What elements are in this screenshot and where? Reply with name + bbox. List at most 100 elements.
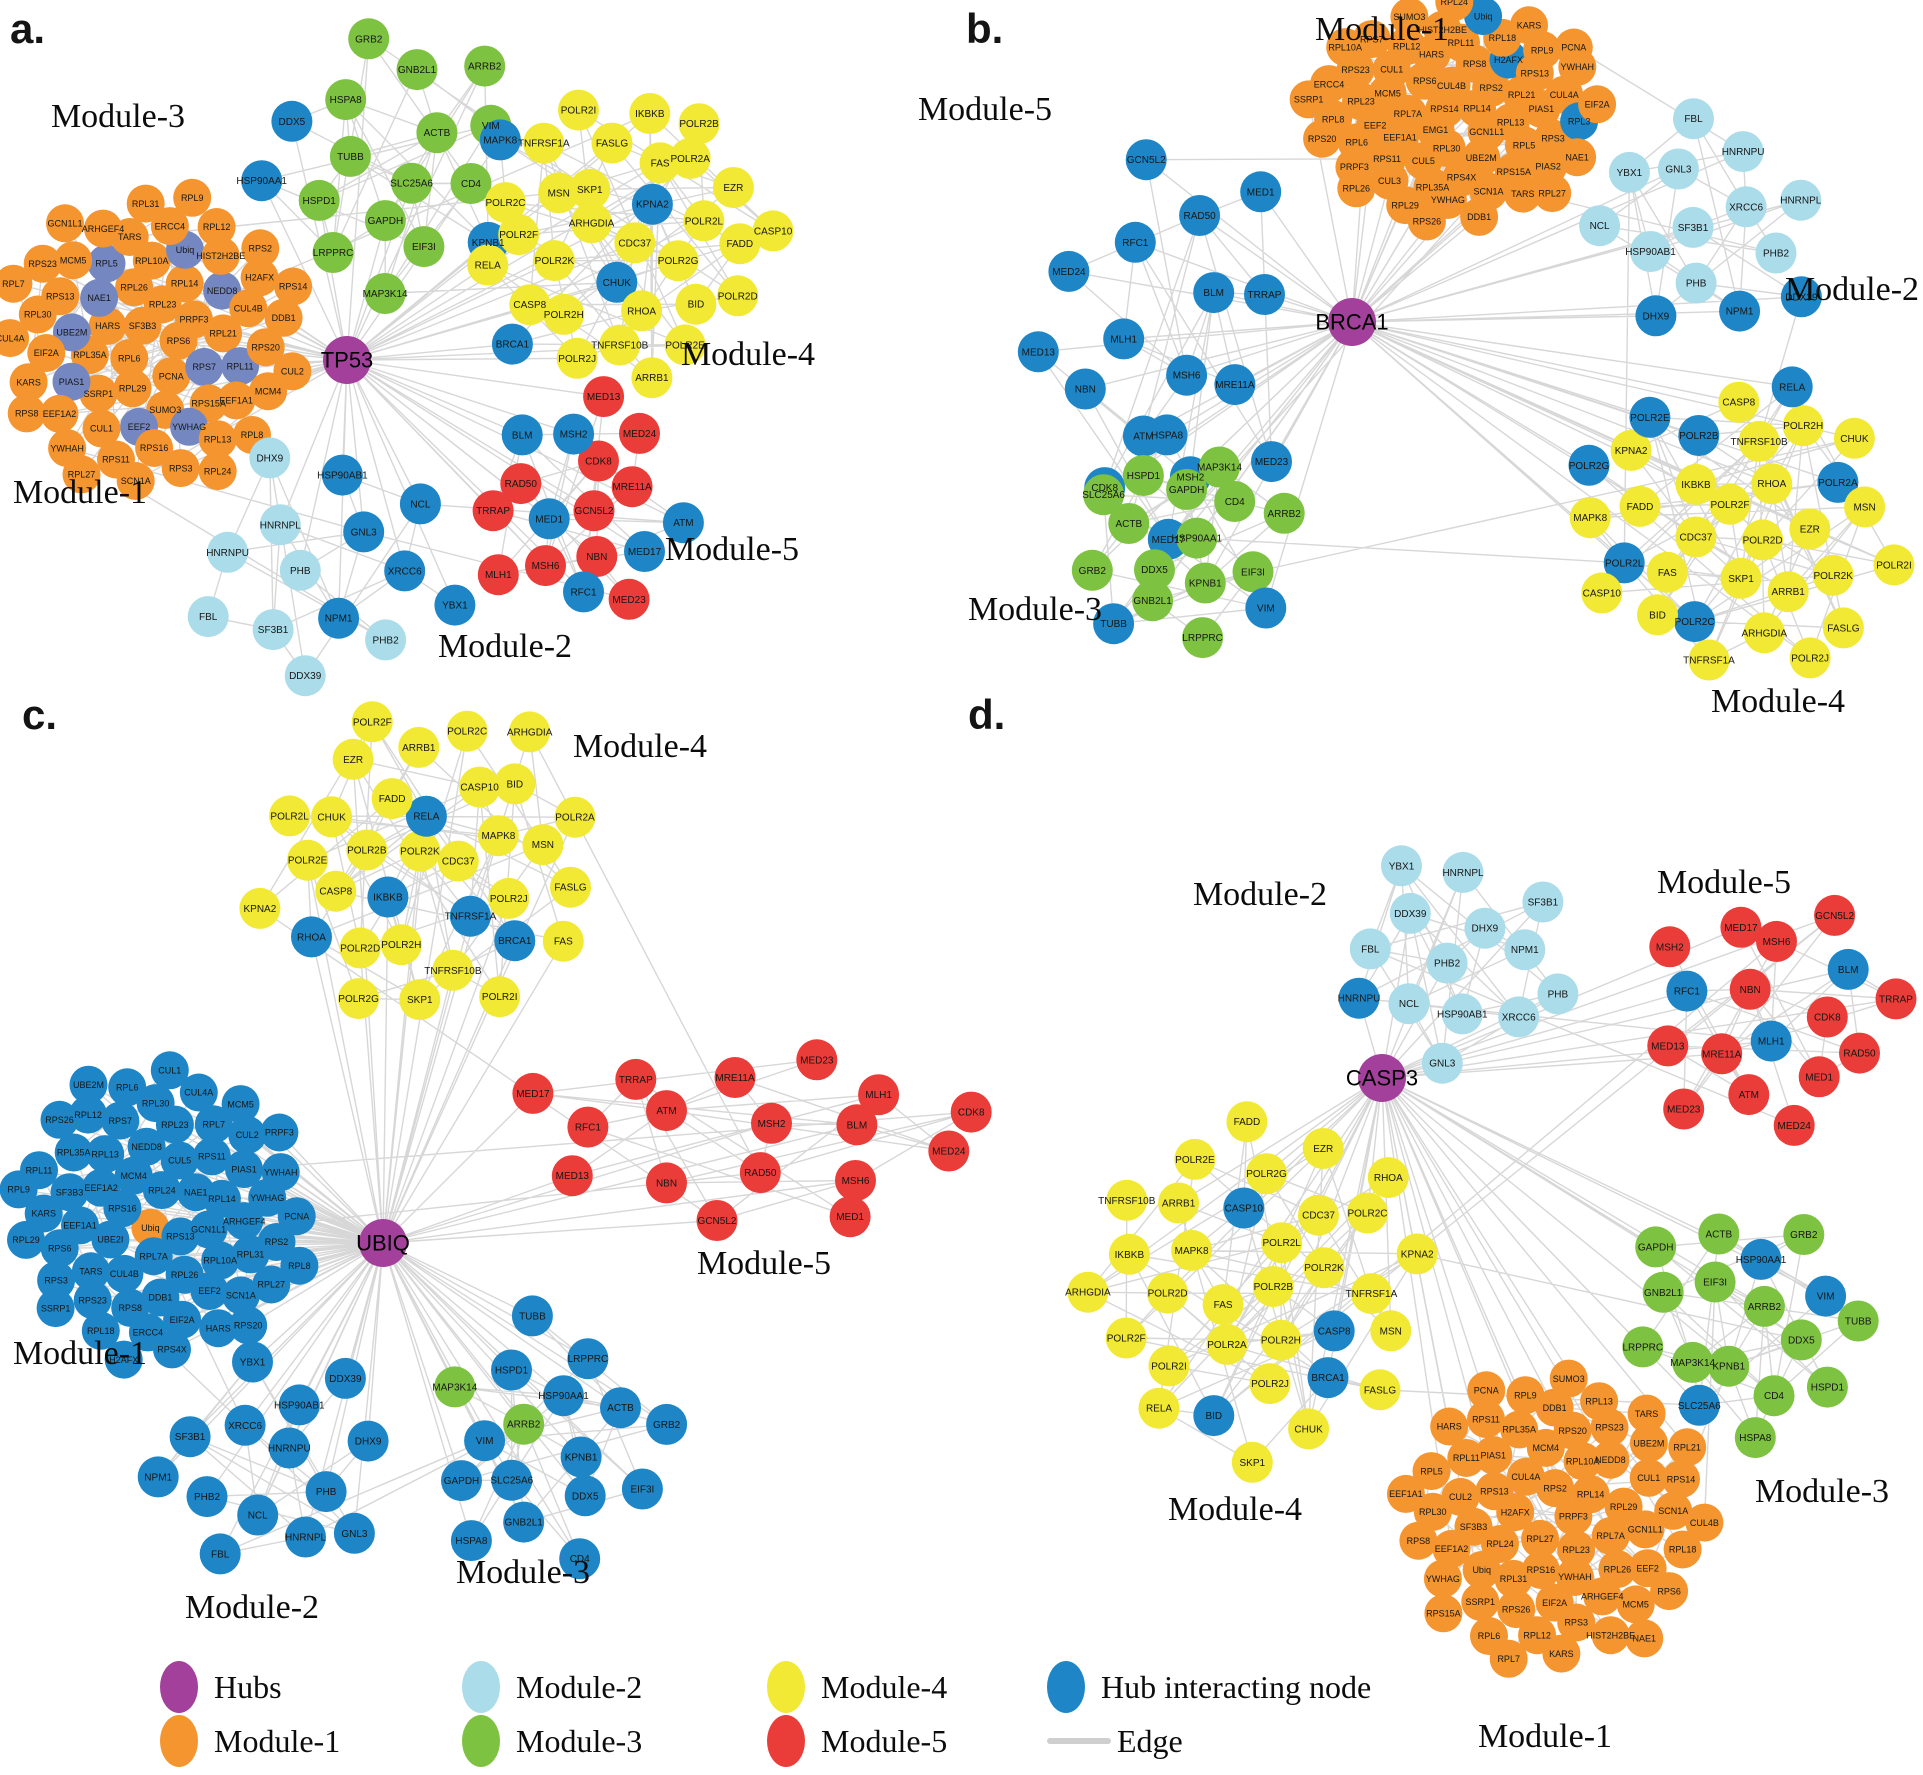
node-CDK8[interactable]: [1806, 996, 1848, 1038]
node-BLM[interactable]: [501, 414, 543, 456]
node-ARHGDIA[interactable]: [1743, 612, 1785, 654]
node-RPS11[interactable]: [192, 1137, 231, 1176]
node-DDX39[interactable]: [284, 655, 326, 697]
node-PHB[interactable]: [1537, 973, 1579, 1015]
node-GNL3[interactable]: [1657, 148, 1699, 190]
node-HIST2H2BE[interactable]: [201, 236, 240, 275]
node-RPL29[interactable]: [7, 1220, 45, 1259]
node-CASP10[interactable]: [1581, 572, 1623, 614]
node-BLM[interactable]: [1827, 948, 1869, 990]
node-ARRB2[interactable]: [464, 45, 506, 87]
node-DDX39[interactable]: [324, 1357, 366, 1399]
node-KPNB1[interactable]: [560, 1436, 602, 1478]
node-VIM[interactable]: [1805, 1275, 1847, 1317]
node-GAPDH[interactable]: [1166, 469, 1208, 510]
node-NEDD8[interactable]: [127, 1127, 166, 1166]
node-HSP90AB1[interactable]: [1441, 993, 1483, 1035]
node-FBL[interactable]: [187, 596, 229, 638]
node-POLR2H[interactable]: [1260, 1319, 1302, 1361]
node-RPL11[interactable]: [1447, 1439, 1486, 1477]
node-SF3B3[interactable]: [50, 1173, 89, 1212]
node-RPL6[interactable]: [110, 339, 149, 378]
node-EEF1A2[interactable]: [82, 1168, 121, 1207]
node-IKBKB[interactable]: [1108, 1233, 1150, 1275]
node-FBL[interactable]: [199, 1533, 241, 1575]
node-FASLG[interactable]: [1359, 1369, 1401, 1411]
node-RPS2[interactable]: [257, 1223, 296, 1261]
node-MED23[interactable]: [796, 1039, 838, 1081]
node-GNL3[interactable]: [1421, 1042, 1463, 1084]
node-POLR2F[interactable]: [351, 701, 393, 743]
node-LRPPRC[interactable]: [1622, 1326, 1664, 1368]
node-POLR2B[interactable]: [1678, 415, 1720, 456]
node-GNB2L1[interactable]: [1132, 580, 1174, 622]
node-POLR2L[interactable]: [683, 200, 725, 242]
node-KPNA2[interactable]: [1396, 1233, 1438, 1275]
node-FBL[interactable]: [1673, 98, 1714, 140]
node-CD4[interactable]: [1214, 481, 1256, 522]
node-SCN1A[interactable]: [116, 462, 155, 500]
node-EIF3I[interactable]: [403, 226, 445, 268]
node-PHB[interactable]: [305, 1471, 347, 1513]
node-CUL4A[interactable]: [1506, 1457, 1545, 1496]
node-POLR2F[interactable]: [1709, 483, 1751, 525]
node-CUL4B[interactable]: [105, 1254, 144, 1293]
node-NBN[interactable]: [1064, 368, 1106, 410]
node-BID[interactable]: [1193, 1395, 1235, 1437]
node-RELA[interactable]: [1138, 1387, 1180, 1429]
node-MED24[interactable]: [1773, 1104, 1815, 1146]
node-POLR2L[interactable]: [1603, 542, 1645, 584]
node-MAP3K14[interactable]: [434, 1366, 476, 1408]
node-POLR2H[interactable]: [380, 924, 422, 966]
node-POLR2B[interactable]: [1252, 1266, 1294, 1307]
node-MSH2[interactable]: [751, 1102, 792, 1144]
node-ATM[interactable]: [1728, 1074, 1770, 1116]
node-HSPD1[interactable]: [491, 1349, 532, 1391]
node-POLR2J[interactable]: [1249, 1363, 1291, 1405]
node-MAP3K14[interactable]: [1672, 1341, 1714, 1383]
node-EIF2A[interactable]: [163, 1300, 202, 1339]
node-RPS26[interactable]: [1407, 202, 1446, 241]
node-CUL5[interactable]: [160, 1141, 199, 1180]
node-NPM1[interactable]: [1719, 290, 1761, 332]
node-MLH1[interactable]: [1103, 318, 1145, 360]
node-POLR2L[interactable]: [1261, 1222, 1303, 1264]
node-RPL24[interactable]: [1435, 0, 1474, 21]
node-TNFRSF10B[interactable]: [432, 949, 474, 991]
node-MCM5[interactable]: [221, 1085, 260, 1124]
node-SUMO3[interactable]: [1390, 0, 1429, 36]
node-HNRNPU[interactable]: [268, 1427, 310, 1469]
node-POLR2L[interactable]: [269, 795, 311, 837]
node-HSP90AA1[interactable]: [543, 1375, 584, 1417]
node-MED1[interactable]: [528, 498, 570, 540]
node-RPS3[interactable]: [1557, 1603, 1596, 1642]
node-CHUK[interactable]: [596, 261, 638, 303]
node-HSPD1[interactable]: [1806, 1366, 1848, 1408]
node-RPS3[interactable]: [37, 1261, 76, 1300]
node-HNRNPL[interactable]: [259, 504, 301, 546]
hub-node-BRCA1[interactable]: [1328, 298, 1376, 346]
node-HNRNPL[interactable]: [1780, 179, 1822, 221]
node-TARS[interactable]: [1503, 174, 1542, 213]
node-RPS14[interactable]: [274, 267, 313, 306]
node-RPL31[interactable]: [1494, 1559, 1533, 1598]
node-MED13[interactable]: [583, 376, 625, 418]
node-NPM1[interactable]: [137, 1456, 179, 1498]
node-EZR[interactable]: [1789, 508, 1831, 550]
node-IKBKB[interactable]: [367, 876, 409, 918]
node-GCN1L1[interactable]: [46, 204, 84, 243]
node-RPL6[interactable]: [108, 1068, 147, 1107]
node-PHB2[interactable]: [365, 619, 407, 661]
node-SSRP1[interactable]: [1461, 1582, 1500, 1621]
node-MSH2[interactable]: [553, 413, 595, 455]
node-HNRNPU[interactable]: [207, 531, 249, 573]
node-POLR2J[interactable]: [488, 877, 530, 919]
node-RPL10A[interactable]: [201, 1241, 240, 1280]
node-SKP1[interactable]: [1231, 1441, 1273, 1483]
node-IKBKB[interactable]: [629, 93, 671, 134]
node-CDK8[interactable]: [578, 440, 619, 482]
node-ERCC4[interactable]: [150, 207, 189, 246]
node-HNRNPL[interactable]: [1442, 851, 1484, 893]
node-RPL21[interactable]: [204, 314, 243, 353]
node-RPL5[interactable]: [87, 244, 126, 283]
